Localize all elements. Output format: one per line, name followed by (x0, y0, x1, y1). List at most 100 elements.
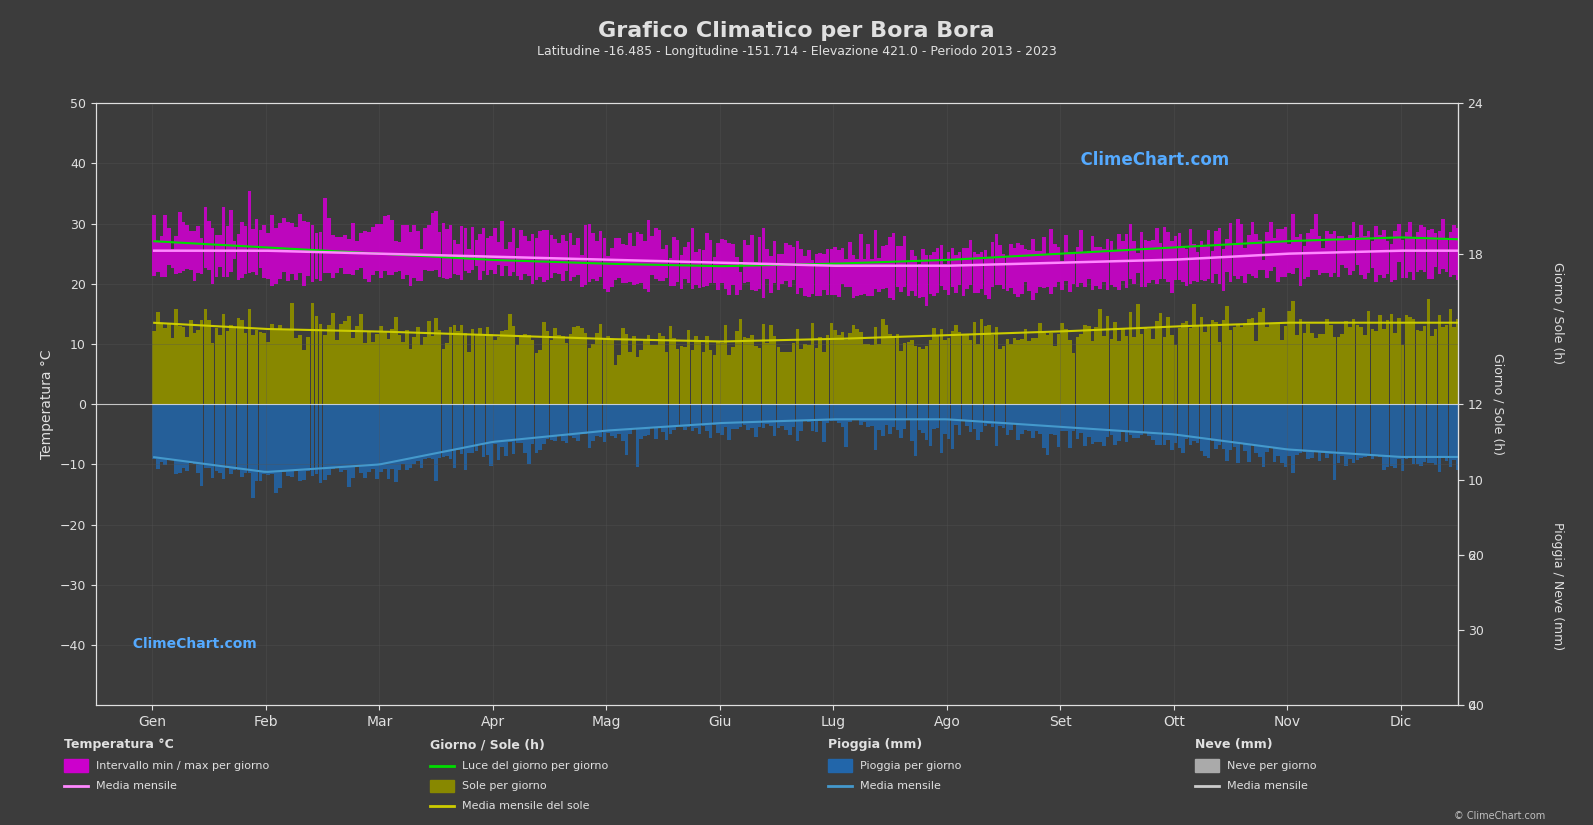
Bar (636, 232, 639, 285)
Bar (505, 249, 508, 266)
Bar (347, 404, 350, 488)
Bar (156, 241, 159, 272)
Bar (553, 238, 558, 273)
Bar (1333, 337, 1337, 404)
Bar (358, 314, 363, 404)
Bar (207, 320, 210, 404)
Bar (1141, 404, 1144, 435)
Bar (368, 232, 371, 282)
Bar (174, 309, 178, 404)
Bar (409, 232, 413, 286)
Bar (954, 325, 957, 404)
Bar (1236, 219, 1239, 280)
Bar (1117, 341, 1121, 404)
Bar (632, 336, 636, 404)
Bar (449, 404, 452, 460)
Bar (1411, 238, 1416, 281)
Bar (1481, 404, 1485, 464)
Bar (416, 404, 419, 460)
Bar (926, 346, 929, 404)
Bar (226, 404, 229, 468)
Bar (376, 404, 379, 479)
Bar (841, 404, 844, 427)
Bar (712, 404, 717, 425)
Bar (1027, 251, 1031, 291)
Bar (1067, 404, 1072, 448)
Bar (1158, 243, 1163, 280)
Bar (661, 404, 664, 431)
Bar (1456, 404, 1459, 469)
Bar (977, 254, 980, 294)
Bar (319, 232, 322, 281)
Bar (1474, 326, 1478, 404)
Bar (298, 404, 303, 481)
Bar (226, 226, 229, 277)
Bar (153, 332, 156, 404)
Bar (255, 219, 258, 275)
Bar (1314, 338, 1317, 404)
Bar (1177, 233, 1180, 280)
Bar (1152, 404, 1155, 440)
Bar (1163, 227, 1166, 280)
Bar (1325, 231, 1329, 273)
Bar (1039, 323, 1042, 404)
Bar (943, 340, 946, 404)
Bar (483, 229, 486, 271)
Bar (808, 404, 811, 422)
Bar (1083, 252, 1086, 287)
Bar (1400, 345, 1405, 404)
Bar (210, 343, 215, 404)
Bar (940, 404, 943, 453)
Bar (739, 404, 742, 427)
Bar (215, 235, 218, 276)
Bar (957, 252, 962, 285)
Bar (672, 237, 675, 285)
Bar (599, 404, 602, 437)
Bar (550, 341, 553, 404)
Bar (903, 236, 906, 287)
Bar (750, 335, 753, 404)
Bar (446, 229, 449, 279)
Bar (1110, 339, 1114, 404)
Bar (1507, 404, 1510, 474)
Bar (599, 324, 602, 404)
Bar (1295, 404, 1298, 455)
Bar (435, 318, 438, 404)
Bar (1464, 404, 1467, 463)
Bar (1214, 232, 1217, 274)
Bar (937, 248, 940, 294)
Bar (675, 404, 680, 427)
Bar (1192, 304, 1196, 404)
Bar (655, 228, 658, 279)
Bar (1442, 327, 1445, 404)
Bar (1020, 245, 1024, 294)
Bar (664, 245, 669, 278)
Bar (892, 233, 895, 299)
Bar (811, 404, 814, 431)
Bar (519, 337, 523, 404)
Bar (988, 404, 991, 424)
Bar (583, 404, 588, 434)
Bar (174, 236, 178, 275)
Bar (1247, 235, 1251, 274)
Bar (773, 336, 776, 404)
Bar (266, 404, 269, 475)
Bar (639, 233, 644, 283)
Bar (1348, 404, 1351, 459)
Text: Sole per giorno: Sole per giorno (462, 781, 546, 791)
Bar (1233, 328, 1236, 404)
Bar (1337, 404, 1340, 464)
Bar (523, 334, 527, 404)
Bar (1133, 241, 1136, 284)
Bar (1211, 404, 1214, 441)
Bar (1359, 404, 1364, 458)
Bar (452, 240, 456, 274)
Bar (527, 335, 530, 404)
Bar (1067, 252, 1072, 291)
Bar (1163, 337, 1166, 404)
Bar (342, 234, 347, 275)
Bar (382, 332, 387, 404)
Bar (698, 404, 701, 435)
Bar (508, 404, 511, 442)
Bar (350, 404, 355, 478)
